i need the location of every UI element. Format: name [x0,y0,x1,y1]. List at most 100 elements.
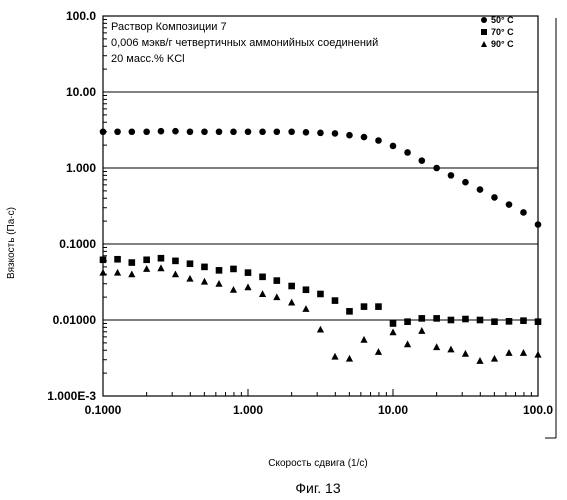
point-90c [462,350,469,357]
point-50c [448,172,455,179]
point-70c [332,297,339,304]
point-70c [129,259,136,266]
point-50c [419,157,426,164]
point-50c [216,128,223,135]
point-50c [520,209,527,216]
point-90c [302,305,309,312]
legend-label-1: 50° C [491,15,514,25]
point-90c [288,299,295,306]
point-90c [331,353,338,360]
y-tick-label: 100.0 [66,9,96,23]
point-90c [346,355,353,362]
point-70c [433,315,440,322]
annotation-line-3: 20 масс.% KCl [111,53,185,65]
data-points [99,128,541,364]
point-50c [506,201,513,208]
point-50c [288,128,295,135]
point-90c [389,328,396,335]
legend-label-3: 90° C [491,39,514,49]
point-50c [158,128,165,135]
point-50c [259,128,266,135]
y-axis-label: Вязкость (Па·с) [6,207,17,279]
point-70c [419,315,426,322]
y-tick-label: 0.1000 [59,237,96,251]
plot-frame [103,16,538,396]
point-70c [187,260,194,267]
point-90c [505,349,512,356]
point-70c [100,256,107,263]
point-50c [187,128,194,135]
point-70c [245,269,252,276]
point-70c [390,320,397,327]
point-70c [477,317,484,324]
point-70c [404,318,411,325]
point-50c [433,165,440,172]
point-70c [172,258,179,265]
point-50c [201,128,208,135]
y-tick-label: 10.00 [66,85,96,99]
point-50c [274,128,281,135]
point-70c [274,277,281,284]
point-50c [361,134,368,141]
point-90c [172,270,179,277]
point-90c [244,283,251,290]
x-tick-label: 0.1000 [85,403,122,417]
point-50c [114,128,121,135]
point-70c [114,256,121,263]
y-tick-label: 1.000 [66,161,96,175]
point-50c [317,130,324,137]
point-70c [143,256,150,263]
point-50c [172,128,179,135]
point-50c [346,132,353,139]
point-90c [114,269,121,276]
point-70c [346,308,353,315]
point-90c [534,351,541,358]
point-70c [317,291,324,298]
legend-marker-square [481,29,487,35]
legend-marker-circle [481,17,487,23]
y-tick-label: 0.01000 [53,313,97,327]
point-70c [448,317,455,324]
point-50c [375,137,382,144]
point-70c [520,317,527,324]
annotation-line-1: Раствор Композиции 7 [111,21,227,33]
grid-lines [103,92,538,320]
legend: 50° C 70° C 90° C [481,15,514,49]
axes [103,16,538,396]
point-90c [520,349,527,356]
point-90c [491,355,498,362]
point-90c [360,336,367,343]
legend-marker-triangle [481,41,487,47]
point-90c [375,348,382,355]
point-70c [230,266,237,273]
point-90c [230,286,237,293]
point-50c [535,221,542,228]
point-50c [303,129,310,136]
point-70c [201,264,208,271]
point-70c [535,318,542,325]
point-90c [433,343,440,350]
point-70c [288,283,295,290]
point-70c [506,318,513,325]
point-90c [317,326,324,333]
point-70c [491,318,498,325]
point-70c [462,316,469,323]
point-90c [143,265,150,272]
figure-caption: Фиг. 13 [295,480,340,496]
point-50c [491,194,498,201]
point-70c [158,255,165,262]
y-tick-label: 1.000E-3 [47,389,96,403]
point-90c [418,327,425,334]
point-50c [230,128,237,135]
point-90c [447,346,454,353]
point-50c [404,149,411,156]
point-90c [259,290,266,297]
point-70c [259,274,266,281]
point-90c [215,280,222,287]
point-70c [216,267,223,274]
legend-label-2: 70° C [491,27,514,37]
annotation-box: Раствор Композиции 7 0,006 мэкв/г четвер… [111,21,378,65]
point-90c [476,357,483,364]
point-70c [375,303,382,310]
